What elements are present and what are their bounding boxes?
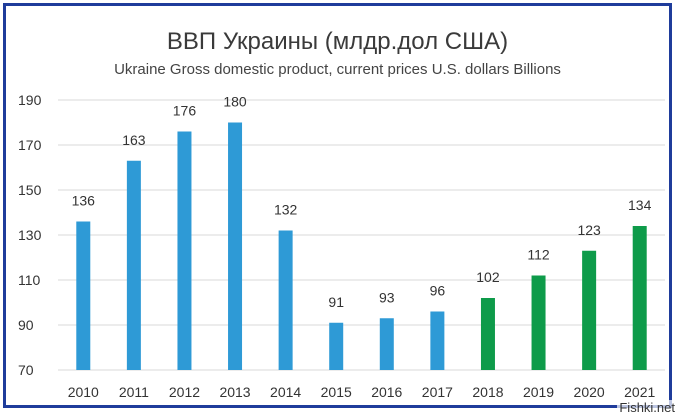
y-tick-label: 70 bbox=[18, 362, 34, 378]
data-label-2013: 180 bbox=[223, 94, 247, 110]
x-tick-label-2020: 2020 bbox=[574, 384, 605, 400]
x-tick-label-2014: 2014 bbox=[270, 384, 301, 400]
data-label-2010: 136 bbox=[72, 193, 96, 209]
data-label-2015: 91 bbox=[328, 294, 344, 310]
y-tick-label: 130 bbox=[18, 227, 42, 243]
watermark: Fishki.net bbox=[617, 400, 677, 415]
bar-2015 bbox=[329, 322, 344, 370]
bar-2021 bbox=[632, 226, 647, 370]
y-tick-label: 190 bbox=[18, 92, 42, 108]
bar-2019 bbox=[531, 275, 546, 370]
y-tick-label: 170 bbox=[18, 137, 42, 153]
bar-2017 bbox=[430, 311, 445, 370]
x-tick-label-2021: 2021 bbox=[624, 384, 655, 400]
x-tick-label-2012: 2012 bbox=[169, 384, 200, 400]
y-tick-label: 150 bbox=[18, 182, 42, 198]
data-label-2012: 176 bbox=[173, 103, 197, 119]
x-tick-label-2017: 2017 bbox=[422, 384, 453, 400]
bar-2020 bbox=[582, 250, 597, 370]
x-tick-label-2011: 2011 bbox=[119, 384, 149, 400]
x-tick-label-2010: 2010 bbox=[68, 384, 99, 400]
x-tick-label-2013: 2013 bbox=[219, 384, 250, 400]
bar-2012 bbox=[177, 131, 192, 370]
data-label-2020: 123 bbox=[577, 222, 601, 238]
y-tick-label: 110 bbox=[18, 272, 41, 288]
bar-2013 bbox=[228, 122, 243, 370]
bar-2014 bbox=[278, 230, 293, 370]
x-tick-label-2016: 2016 bbox=[371, 384, 402, 400]
data-labels: 136 163 176 180 132 91 93 96 102 112 123 134 bbox=[72, 94, 652, 310]
chart-subtitle: Ukraine Gross domestic product, current … bbox=[114, 61, 561, 78]
bar-2018 bbox=[480, 298, 495, 370]
data-label-2017: 96 bbox=[430, 283, 446, 299]
x-axis-ticks: 2010 2011 2012 2013 2014 2015 2016 2017 2018 2019… bbox=[68, 384, 656, 400]
data-label-2016: 93 bbox=[379, 289, 395, 305]
chart-title: ВВП Украины (млдр.дол США) bbox=[166, 28, 509, 55]
x-tick-label-2018: 2018 bbox=[472, 384, 503, 400]
y-axis-ticks: 70 90 110 130 150 170 190 bbox=[18, 92, 42, 378]
bar-2011 bbox=[126, 160, 141, 370]
data-label-2011: 163 bbox=[122, 132, 146, 148]
y-tick-label: 90 bbox=[18, 317, 34, 333]
data-label-2021: 134 bbox=[628, 197, 652, 213]
bars bbox=[76, 122, 647, 370]
x-tick-label-2015: 2015 bbox=[321, 384, 352, 400]
data-label-2018: 102 bbox=[476, 269, 500, 285]
data-label-2014: 132 bbox=[274, 202, 298, 218]
data-label-2019: 112 bbox=[527, 247, 550, 263]
x-tick-label-2019: 2019 bbox=[523, 384, 554, 400]
gridlines bbox=[58, 99, 665, 371]
bar-2016 bbox=[379, 318, 394, 370]
bar-2010 bbox=[76, 221, 91, 370]
